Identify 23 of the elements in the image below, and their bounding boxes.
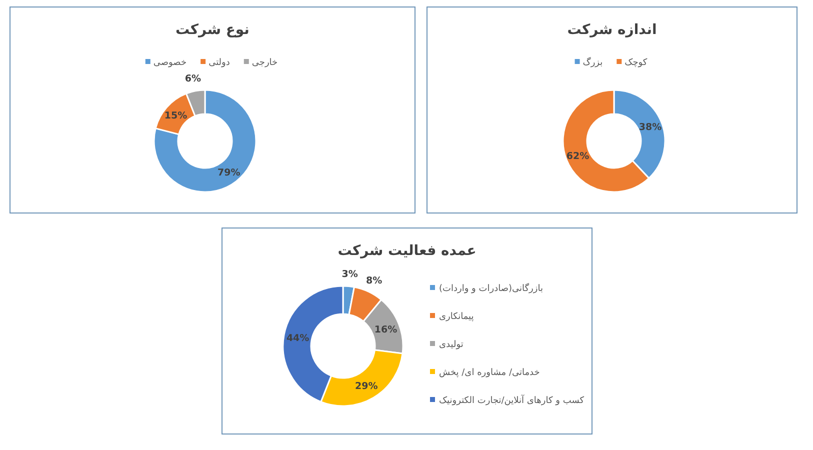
data-label: 16%	[374, 324, 398, 336]
legend-label: تولیدی	[439, 340, 464, 350]
data-label: 29%	[355, 381, 378, 392]
legend-label: کوچک	[624, 58, 648, 68]
data-label: 79%	[218, 167, 241, 178]
data-label: 15%	[164, 110, 188, 122]
legend-label: دولتی	[208, 58, 230, 68]
legend-label: خصوصی	[153, 58, 187, 68]
legend-label: پیمانکاری	[439, 312, 474, 322]
legend-label: کسب و کارهای آنلاین/تجارت الکترونیک	[439, 394, 585, 406]
legend-label: بزرگ	[582, 56, 603, 68]
data-label: 3%	[342, 268, 358, 280]
chart-title: نوع شرکت	[176, 22, 250, 38]
data-label: 6%	[184, 74, 202, 85]
data-label: 44%	[286, 332, 310, 344]
legend-label: خدماتی/ مشاوره ای/ پخش	[439, 368, 540, 378]
data-label: 38%	[638, 122, 662, 134]
text: عمده فعالیت شرکت	[338, 243, 476, 259]
legend-label: بازرگانی(صادرات و واردات)	[439, 282, 543, 294]
data-label: 8%	[366, 275, 383, 286]
legend-label: خارجی	[252, 58, 278, 68]
chart-title: اندازه شرکت	[567, 22, 657, 38]
data-label: 62%	[566, 150, 590, 162]
